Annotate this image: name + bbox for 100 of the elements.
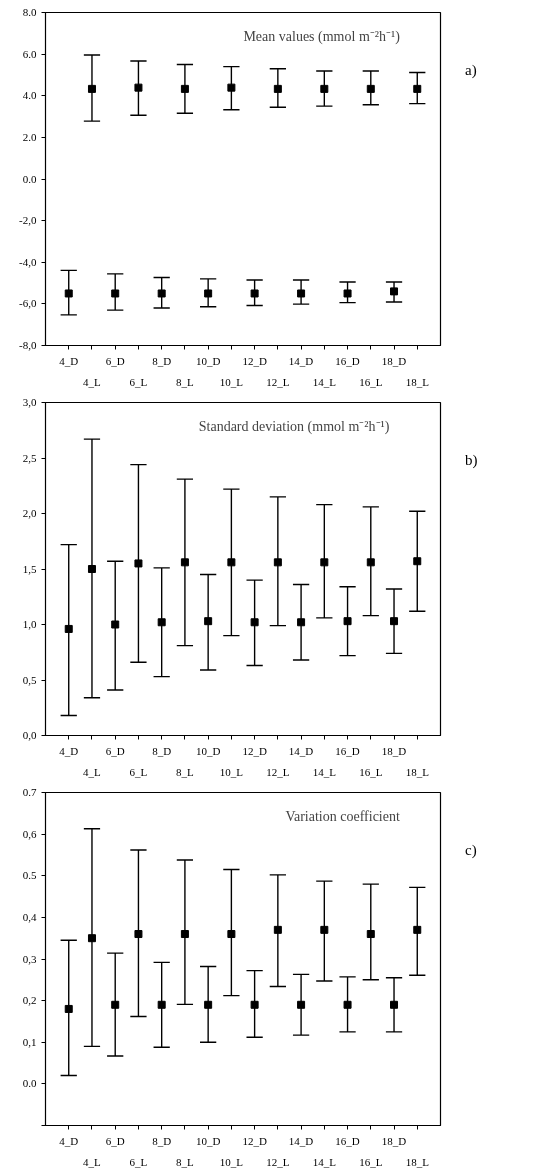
point (134, 930, 143, 939)
y-tick-label: 0,4 (22, 910, 37, 923)
point (320, 925, 329, 934)
y-tick-label: 0,1 (22, 1035, 37, 1048)
point (87, 934, 96, 943)
point (64, 289, 73, 298)
point (157, 1000, 166, 1009)
point (366, 930, 375, 939)
point (227, 558, 236, 567)
x-tick-label: 16_D (335, 744, 360, 757)
y-tick-label: 0,3 (22, 952, 37, 965)
x-tick-label: 18_L (405, 765, 430, 778)
point (157, 289, 166, 298)
x-tick-label: 8_L (176, 765, 195, 778)
point (64, 624, 73, 633)
x-tick-label: 14_D (288, 1134, 314, 1147)
point (250, 289, 259, 298)
x-tick-label: 6_D (105, 744, 125, 757)
point (180, 558, 189, 567)
x-tick-label: 12_L (266, 765, 290, 778)
x-tick-label: 16_L (359, 765, 383, 778)
y-tick-label: 0.5 (22, 869, 37, 882)
point (390, 287, 399, 296)
text: a) (465, 61, 477, 80)
y-tick-label: 1,5 (22, 562, 37, 575)
x-tick-label: 8_D (152, 744, 172, 757)
x-tick-label: 4_L (83, 765, 102, 778)
y-tick-label: 4.0 (22, 89, 37, 102)
x-tick-label: 6_L (129, 765, 148, 778)
y-tick-label: 2,5 (22, 451, 37, 464)
point (413, 925, 422, 934)
x-tick-label: 14_L (312, 375, 337, 388)
x-tick-label: 8_D (152, 1134, 172, 1147)
x-tick-label: 14_L (312, 765, 337, 778)
x-tick-label: 6_D (105, 1134, 125, 1147)
y-tick-label: 0,5 (22, 673, 37, 686)
y-tick-label: 2,0 (22, 507, 37, 519)
point (180, 930, 189, 939)
point (134, 83, 143, 92)
x-tick-label: 18_D (381, 354, 407, 367)
point (180, 84, 189, 93)
point (390, 617, 399, 626)
point (297, 1000, 306, 1009)
point (297, 618, 306, 627)
x-tick-label: 4_L (83, 1155, 102, 1168)
point (320, 558, 329, 567)
text: Variation coefficient (285, 809, 400, 825)
x-tick-label: 12_D (242, 354, 267, 367)
x-tick-label: 10_L (219, 765, 244, 778)
x-tick-label: 14_D (288, 354, 314, 367)
point (250, 1000, 259, 1009)
point (227, 930, 236, 939)
x-tick-label: 10_D (195, 354, 221, 367)
x-tick-label: 6_D (105, 354, 125, 367)
x-tick-label: 10_D (195, 744, 221, 757)
point (204, 289, 213, 298)
point (413, 557, 422, 566)
x-tick-label: 4_D (59, 354, 79, 367)
text: Mean values (mmol m⁻²h⁻¹) (243, 29, 401, 46)
text: c) (465, 841, 477, 860)
point (366, 558, 375, 567)
x-tick-label: 16_D (335, 1134, 360, 1147)
x-tick-label: 18_L (405, 375, 430, 388)
x-tick-label: 8_L (176, 1155, 195, 1168)
point (343, 289, 352, 298)
point (343, 617, 352, 626)
x-tick-label: 12_D (242, 744, 267, 757)
point (87, 565, 96, 573)
point (273, 558, 282, 567)
x-tick-label: 12_L (266, 1155, 290, 1168)
x-tick-label: 4_L (83, 375, 102, 388)
point (273, 925, 282, 934)
point (204, 617, 213, 626)
point (157, 618, 166, 627)
point (297, 289, 306, 298)
y-tick-label: 0,2 (22, 994, 37, 1007)
y-tick-label: 3,0 (22, 396, 37, 408)
y-tick-label: -6,0 (19, 297, 37, 310)
point (343, 1000, 352, 1009)
y-tick-label: 6.0 (22, 47, 37, 60)
x-tick-label: 4_D (59, 744, 79, 757)
y-tick-label: -2,0 (19, 214, 37, 227)
x-tick-label: 18_D (381, 744, 407, 757)
y-tick-label: -8,0 (19, 339, 37, 351)
point (64, 1004, 73, 1013)
x-tick-label: 18_L (405, 1155, 430, 1168)
y-tick-label: 0.0 (22, 172, 37, 185)
x-tick-label: 8_L (176, 375, 195, 388)
y-tick-label: -4,0 (19, 255, 37, 268)
x-tick-label: 16_D (335, 354, 360, 367)
y-tick-label: 0.0 (22, 1077, 37, 1090)
point (273, 84, 282, 93)
point (250, 618, 259, 627)
point (134, 559, 143, 568)
x-tick-label: 4_D (59, 1134, 79, 1147)
y-tick-label: 0.7 (22, 786, 37, 798)
x-tick-label: 18_D (381, 1134, 407, 1147)
point (413, 84, 422, 93)
point (204, 1000, 213, 1009)
text: Standard deviation (mmol m⁻²h⁻¹) (198, 419, 390, 436)
